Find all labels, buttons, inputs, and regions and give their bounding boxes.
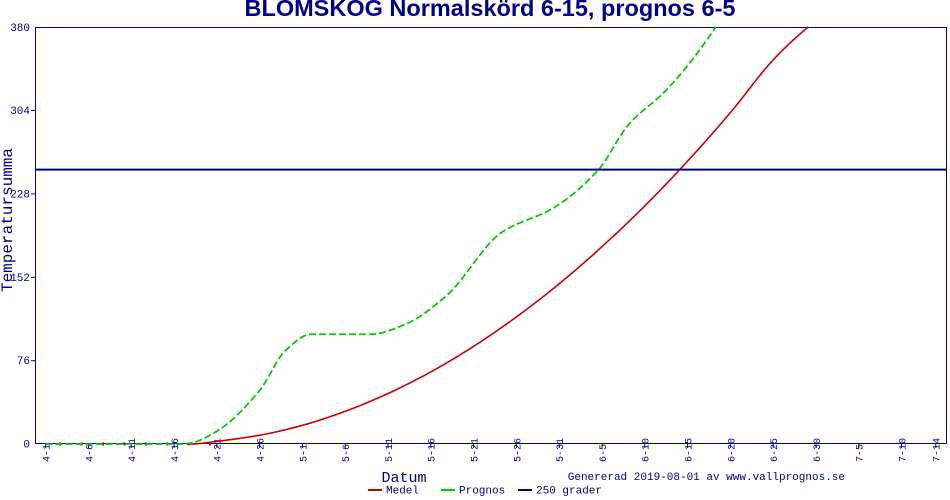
svg-text:4-6: 4-6 xyxy=(85,444,96,462)
svg-text:5-1: 5-1 xyxy=(299,444,310,462)
svg-text:Datum: Datum xyxy=(381,470,426,487)
svg-text:6-5: 6-5 xyxy=(599,444,610,462)
svg-text:6-15: 6-15 xyxy=(685,438,696,462)
svg-text:250 grader: 250 grader xyxy=(536,486,602,498)
svg-text:4-26: 4-26 xyxy=(257,438,268,462)
svg-text:7-10: 7-10 xyxy=(899,438,910,462)
svg-text:BLOMSKOG Normalskörd 6-15, pro: BLOMSKOG Normalskörd 6-15, prognos 6-5 xyxy=(245,0,736,21)
svg-text:5-26: 5-26 xyxy=(513,438,524,462)
svg-text:6-30: 6-30 xyxy=(813,438,824,462)
svg-text:0: 0 xyxy=(23,440,30,452)
svg-text:5-11: 5-11 xyxy=(385,438,396,462)
svg-text:6-10: 6-10 xyxy=(642,438,653,462)
svg-text:380: 380 xyxy=(10,23,30,35)
svg-text:6-25: 6-25 xyxy=(770,438,781,462)
svg-text:Prognos: Prognos xyxy=(459,486,505,498)
svg-text:Temperatursumma: Temperatursumma xyxy=(0,148,17,292)
svg-text:5-6: 5-6 xyxy=(342,444,353,462)
svg-text:5-31: 5-31 xyxy=(556,438,567,462)
svg-text:6-20: 6-20 xyxy=(727,438,738,462)
svg-text:5-21: 5-21 xyxy=(471,438,482,462)
svg-text:4-1: 4-1 xyxy=(43,444,54,462)
svg-text:4-16: 4-16 xyxy=(171,438,182,462)
svg-text:304: 304 xyxy=(10,106,30,118)
svg-text:5-16: 5-16 xyxy=(428,438,439,462)
svg-text:76: 76 xyxy=(17,356,30,368)
svg-text:7-14: 7-14 xyxy=(933,438,944,462)
svg-text:Genererad 2019-08-01 av www.va: Genererad 2019-08-01 av www.vallprognos.… xyxy=(568,472,845,484)
svg-text:4-11: 4-11 xyxy=(128,438,139,462)
svg-text:Medel: Medel xyxy=(386,486,419,498)
svg-text:7-5: 7-5 xyxy=(856,444,867,462)
